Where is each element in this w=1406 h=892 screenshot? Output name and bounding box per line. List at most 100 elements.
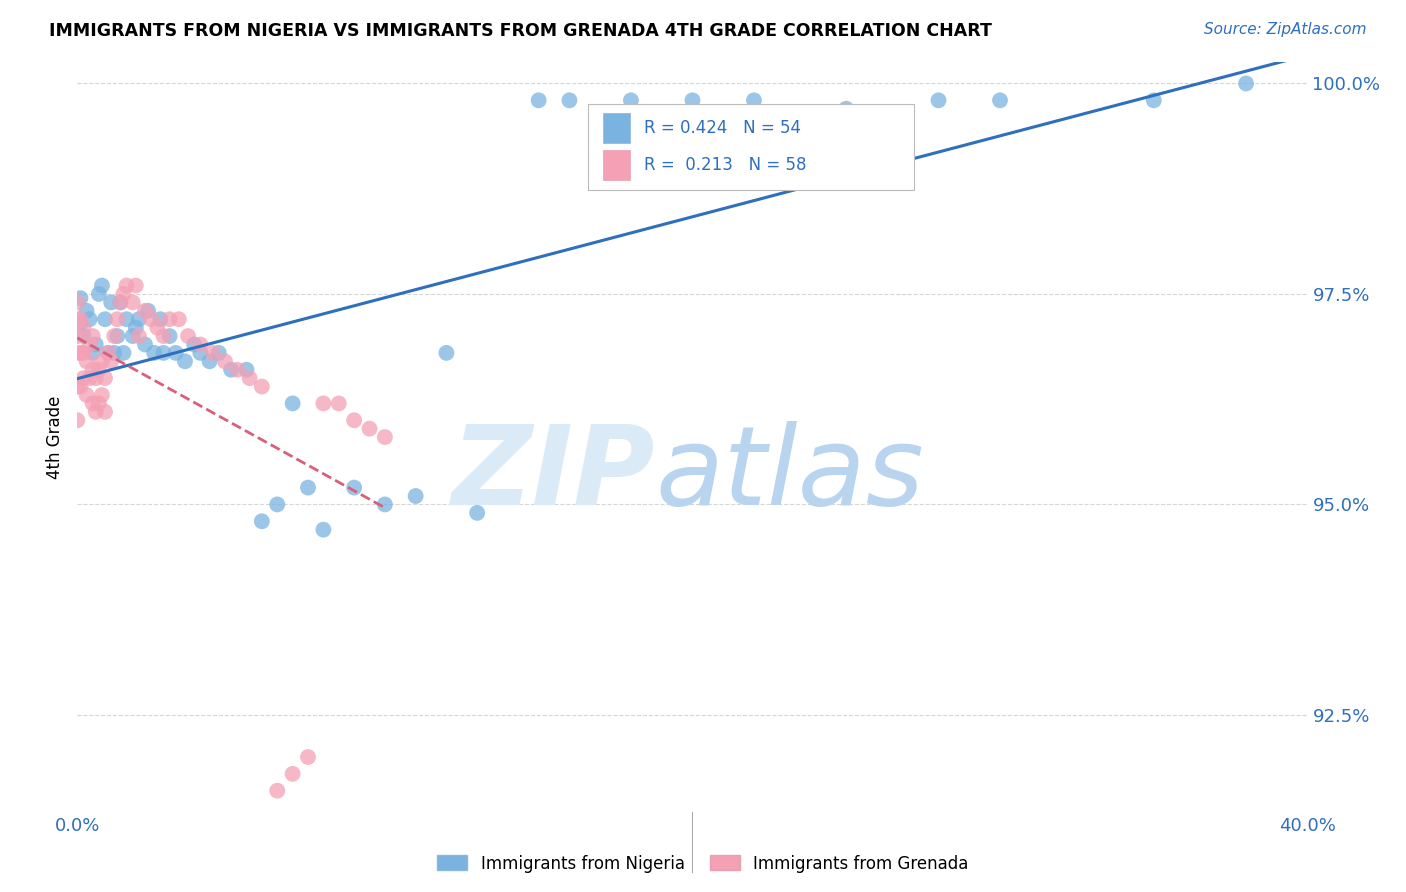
Point xyxy=(343,413,366,427)
Point xyxy=(79,312,101,326)
Point xyxy=(188,346,212,360)
Point xyxy=(201,346,224,360)
Point xyxy=(328,396,350,410)
Point xyxy=(188,337,212,351)
Point xyxy=(84,405,107,419)
Point xyxy=(97,346,120,360)
Point xyxy=(112,287,135,301)
Point xyxy=(226,362,249,376)
Point xyxy=(159,312,181,326)
Point xyxy=(110,295,132,310)
Point xyxy=(174,354,197,368)
Text: IMMIGRANTS FROM NIGERIA VS IMMIGRANTS FROM GRENADA 4TH GRADE CORRELATION CHART: IMMIGRANTS FROM NIGERIA VS IMMIGRANTS FR… xyxy=(49,22,993,40)
Point xyxy=(465,506,488,520)
Point xyxy=(72,346,94,360)
Point xyxy=(374,430,396,444)
Legend: Immigrants from Nigeria, Immigrants from Grenada: Immigrants from Nigeria, Immigrants from… xyxy=(430,848,976,880)
Point xyxy=(682,93,704,107)
Text: ZIP: ZIP xyxy=(453,421,655,528)
Point xyxy=(436,346,458,360)
FancyBboxPatch shape xyxy=(588,103,914,190)
Point xyxy=(136,303,159,318)
Point xyxy=(297,481,319,495)
Point xyxy=(121,295,143,310)
Text: Source: ZipAtlas.com: Source: ZipAtlas.com xyxy=(1204,22,1367,37)
Point xyxy=(198,354,221,368)
Point xyxy=(125,320,148,334)
Point xyxy=(69,291,91,305)
Point xyxy=(94,312,117,326)
Point xyxy=(82,396,104,410)
Point xyxy=(110,295,132,310)
Point xyxy=(66,346,89,360)
Point xyxy=(128,329,150,343)
Point xyxy=(1143,93,1166,107)
Point xyxy=(84,371,107,385)
Point xyxy=(100,295,122,310)
Point xyxy=(558,93,581,107)
Point xyxy=(66,379,89,393)
Point xyxy=(94,371,117,385)
Point xyxy=(90,278,114,293)
Point xyxy=(988,93,1011,107)
Point xyxy=(82,346,104,360)
Point xyxy=(121,329,143,343)
Point xyxy=(69,346,91,360)
Point xyxy=(835,102,858,116)
Point xyxy=(266,783,288,797)
Point xyxy=(90,388,114,402)
Point xyxy=(235,362,257,376)
Text: R = 0.424   N = 54: R = 0.424 N = 54 xyxy=(644,119,801,136)
Point xyxy=(343,481,366,495)
Point xyxy=(69,317,91,331)
Point xyxy=(76,354,98,368)
Point xyxy=(72,320,94,334)
Point xyxy=(115,312,138,326)
Point xyxy=(141,312,163,326)
Bar xyxy=(603,150,630,180)
Point xyxy=(72,329,94,343)
Point xyxy=(167,312,190,326)
Point xyxy=(84,337,107,351)
Point xyxy=(374,498,396,512)
Point xyxy=(527,93,550,107)
Point xyxy=(79,337,101,351)
Point xyxy=(620,93,643,107)
Point xyxy=(134,303,156,318)
Point xyxy=(312,523,335,537)
Text: R =  0.213   N = 58: R = 0.213 N = 58 xyxy=(644,156,807,174)
Point xyxy=(69,379,91,393)
Point xyxy=(82,329,104,343)
Point xyxy=(134,337,156,351)
Point xyxy=(69,312,91,326)
Point xyxy=(66,312,89,326)
Point xyxy=(103,329,125,343)
Point xyxy=(76,388,98,402)
Point xyxy=(66,413,89,427)
Point xyxy=(312,396,335,410)
Point xyxy=(72,371,94,385)
Point xyxy=(297,750,319,764)
Point xyxy=(266,498,288,512)
Point xyxy=(149,312,172,326)
Point xyxy=(87,287,110,301)
Point xyxy=(146,320,169,334)
Point xyxy=(177,329,200,343)
Point xyxy=(214,354,236,368)
Point xyxy=(97,346,120,360)
Point xyxy=(87,396,110,410)
Point xyxy=(79,371,101,385)
Point xyxy=(159,329,181,343)
Point xyxy=(90,354,114,368)
Point xyxy=(281,396,304,410)
Point xyxy=(66,295,89,310)
Point xyxy=(94,405,117,419)
Point xyxy=(250,379,273,393)
Point xyxy=(82,362,104,376)
Point xyxy=(928,93,950,107)
Point xyxy=(66,329,89,343)
Point xyxy=(128,312,150,326)
Point xyxy=(105,329,128,343)
Point xyxy=(152,346,174,360)
Point xyxy=(152,329,174,343)
